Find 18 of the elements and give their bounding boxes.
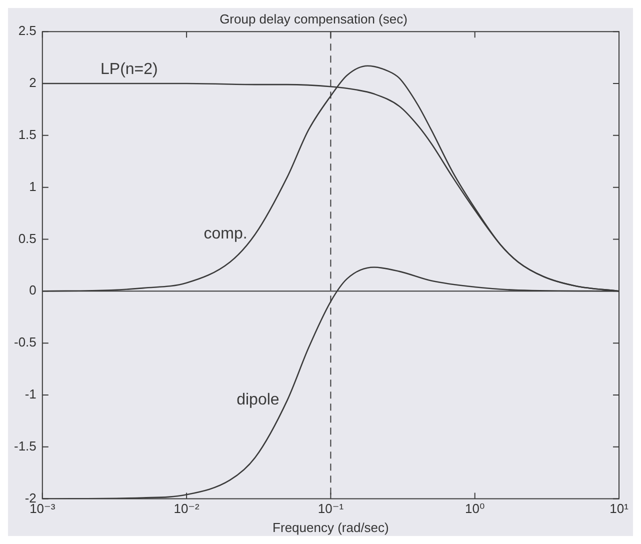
y-tick-label: -1: [24, 386, 36, 402]
y-tick-label: 1.5: [18, 127, 36, 142]
y-tick-label: 0: [29, 282, 36, 298]
x-tick-label: 10⁻²: [174, 501, 200, 516]
chart-title: Group delay compensation (sec): [220, 11, 408, 26]
series-label: LP(n=2): [100, 60, 158, 78]
y-tick-label: 1: [29, 178, 36, 194]
y-tick-label: -0.5: [14, 334, 36, 350]
y-tick-label: 0.5: [18, 230, 36, 246]
x-axis-title: Frequency (rad/sec): [272, 520, 389, 535]
x-tick-label: 10⁰: [465, 501, 485, 516]
series-label: dipole: [236, 392, 280, 409]
x-tick-label: 10⁻¹: [318, 501, 344, 516]
x-tick-label: 10¹: [610, 501, 630, 516]
series-label: comp.: [204, 225, 248, 242]
y-tick-label: 2.5: [18, 23, 36, 38]
y-tick-label: 2: [29, 75, 36, 90]
y-tick-label: -1.5: [14, 438, 36, 454]
